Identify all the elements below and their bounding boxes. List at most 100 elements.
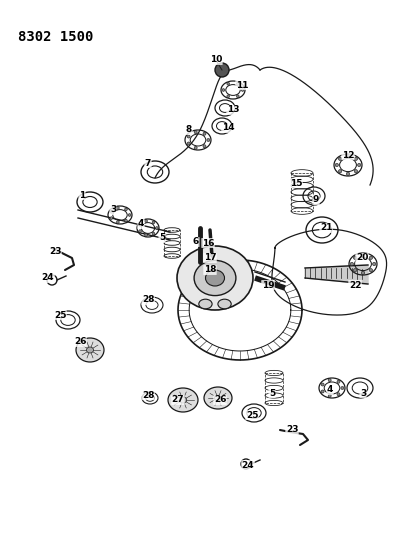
Circle shape xyxy=(116,221,119,223)
Ellipse shape xyxy=(204,387,232,409)
Circle shape xyxy=(207,139,210,141)
Circle shape xyxy=(353,269,357,272)
Text: 19: 19 xyxy=(262,280,274,289)
Ellipse shape xyxy=(206,270,224,286)
Ellipse shape xyxy=(179,397,187,403)
Text: 24: 24 xyxy=(242,461,254,470)
Text: 26: 26 xyxy=(214,395,226,405)
Circle shape xyxy=(227,83,230,85)
Text: 28: 28 xyxy=(142,295,154,304)
Ellipse shape xyxy=(218,299,231,309)
Circle shape xyxy=(358,163,361,167)
Circle shape xyxy=(145,220,148,222)
Polygon shape xyxy=(305,265,368,284)
Text: 23: 23 xyxy=(286,425,298,434)
Circle shape xyxy=(236,83,239,85)
Ellipse shape xyxy=(194,261,236,296)
Circle shape xyxy=(128,214,131,216)
Circle shape xyxy=(139,223,141,226)
Text: 14: 14 xyxy=(222,124,234,133)
Circle shape xyxy=(361,254,365,257)
Circle shape xyxy=(321,390,324,393)
Text: 10: 10 xyxy=(210,55,222,64)
Text: 18: 18 xyxy=(204,265,216,274)
Bar xyxy=(164,230,180,256)
Circle shape xyxy=(110,211,113,213)
Text: 21: 21 xyxy=(320,223,332,232)
Circle shape xyxy=(337,393,340,396)
Circle shape xyxy=(125,208,127,211)
Circle shape xyxy=(194,146,197,149)
Circle shape xyxy=(354,169,358,173)
Circle shape xyxy=(353,256,357,260)
Circle shape xyxy=(341,386,344,390)
Circle shape xyxy=(187,135,190,138)
Circle shape xyxy=(222,88,225,91)
Circle shape xyxy=(241,88,244,91)
Circle shape xyxy=(335,163,338,167)
Circle shape xyxy=(236,95,239,98)
Circle shape xyxy=(346,172,350,175)
Circle shape xyxy=(203,132,206,135)
Text: 9: 9 xyxy=(313,196,319,205)
Ellipse shape xyxy=(177,246,253,310)
Text: 20: 20 xyxy=(356,254,368,262)
Text: 11: 11 xyxy=(236,80,248,90)
Circle shape xyxy=(110,217,113,220)
Text: 17: 17 xyxy=(204,254,216,262)
Circle shape xyxy=(369,256,372,260)
Ellipse shape xyxy=(199,299,212,309)
Circle shape xyxy=(328,394,331,397)
Circle shape xyxy=(321,383,324,386)
Circle shape xyxy=(155,227,158,229)
Circle shape xyxy=(139,230,141,232)
Text: 8302 1500: 8302 1500 xyxy=(18,30,93,44)
Text: 5: 5 xyxy=(159,233,165,243)
Text: 1: 1 xyxy=(79,190,85,199)
Circle shape xyxy=(372,262,376,265)
Text: 23: 23 xyxy=(49,247,61,256)
Ellipse shape xyxy=(168,388,198,412)
Text: 22: 22 xyxy=(349,280,361,289)
Text: 3: 3 xyxy=(360,389,366,398)
Text: 13: 13 xyxy=(227,106,239,115)
Text: 8: 8 xyxy=(186,125,192,134)
Bar xyxy=(265,373,283,403)
Circle shape xyxy=(350,262,353,265)
Circle shape xyxy=(338,169,342,173)
Circle shape xyxy=(152,221,155,224)
Text: 25: 25 xyxy=(246,410,258,419)
Text: 3: 3 xyxy=(110,206,116,214)
Text: 4: 4 xyxy=(138,220,144,229)
Text: 27: 27 xyxy=(172,395,184,405)
Circle shape xyxy=(369,269,372,272)
Circle shape xyxy=(203,145,206,148)
Text: 15: 15 xyxy=(290,179,302,188)
Text: 7: 7 xyxy=(145,158,151,167)
Circle shape xyxy=(125,219,127,222)
Circle shape xyxy=(194,131,197,134)
Circle shape xyxy=(152,232,155,235)
Circle shape xyxy=(338,157,342,160)
Circle shape xyxy=(337,380,340,383)
Text: 5: 5 xyxy=(269,389,275,398)
Circle shape xyxy=(354,157,358,160)
Text: 12: 12 xyxy=(342,150,354,159)
Ellipse shape xyxy=(76,338,104,362)
Circle shape xyxy=(361,271,365,274)
Circle shape xyxy=(346,155,350,158)
Text: 16: 16 xyxy=(202,238,214,247)
Circle shape xyxy=(328,379,331,382)
Circle shape xyxy=(227,95,230,98)
Text: 24: 24 xyxy=(42,273,54,282)
Text: 6: 6 xyxy=(193,238,199,246)
Bar xyxy=(291,173,313,211)
Ellipse shape xyxy=(86,347,93,353)
Circle shape xyxy=(187,142,190,145)
Circle shape xyxy=(116,207,119,209)
Text: 28: 28 xyxy=(142,391,154,400)
Text: 4: 4 xyxy=(327,385,333,394)
Ellipse shape xyxy=(215,395,222,401)
Circle shape xyxy=(215,63,229,77)
Text: 26: 26 xyxy=(74,337,86,346)
